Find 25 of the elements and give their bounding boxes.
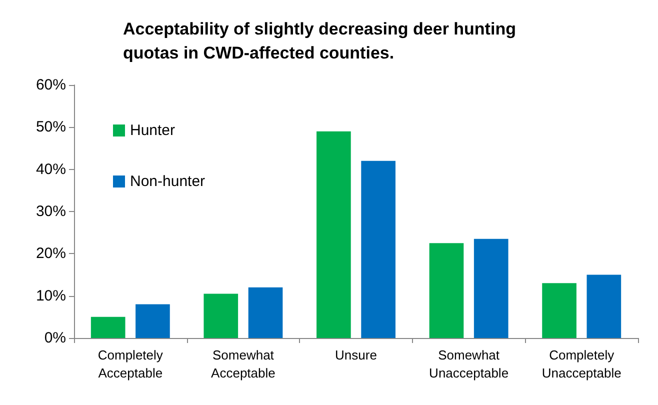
y-tick-label: 10% (36, 287, 66, 304)
bar (361, 160, 396, 338)
bar (204, 294, 238, 338)
x-tick-label: Unsure (335, 348, 377, 362)
bar (248, 287, 283, 338)
bar (316, 131, 351, 338)
y-tick-label: 30% (36, 203, 66, 220)
x-tick-label: Somewhat Acceptable (211, 348, 276, 380)
bar (90, 316, 126, 338)
bar (474, 238, 508, 338)
x-tick-label: Completely Unacceptable (542, 348, 622, 380)
y-tick-label: 50% (36, 118, 66, 136)
y-tick-label: 60% (36, 76, 66, 94)
y-tick-label: 20% (36, 245, 66, 262)
y-tick-label: 0% (44, 330, 66, 346)
x-tick-label: Somewhat Unacceptable (429, 348, 509, 380)
bar (542, 283, 576, 338)
x-tick-label: Completely Acceptable (98, 348, 164, 380)
bar (429, 243, 464, 338)
y-tick-label: 40% (36, 160, 66, 178)
legend-label: Non-hunter (130, 173, 206, 190)
bar (586, 274, 622, 338)
chart-title: Acceptability of slightly decreasing deer hunting quotas in CWD-affected counties. (123, 20, 516, 62)
bar (136, 304, 170, 338)
legend-label: Hunter (130, 122, 176, 139)
